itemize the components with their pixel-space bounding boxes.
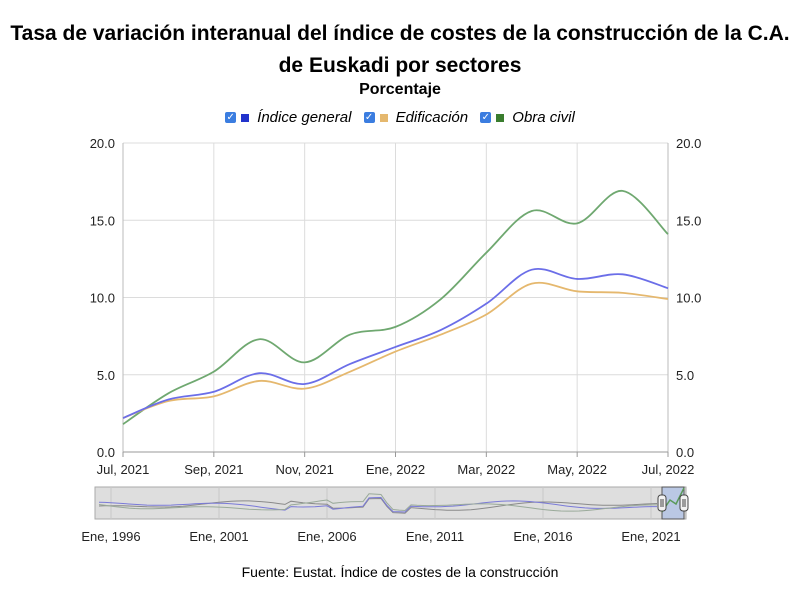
x-tick-label: May, 2022 bbox=[547, 462, 607, 477]
navigator-selection-line bbox=[661, 487, 685, 513]
legend-swatch bbox=[496, 113, 505, 122]
x-tick-label: Jul, 2022 bbox=[642, 462, 695, 477]
chart-subtitle: Porcentaje bbox=[359, 81, 441, 98]
y-tick-label-left: 10.0 bbox=[90, 291, 115, 306]
checkbox-icon[interactable]: ✓ bbox=[363, 112, 375, 123]
checkbox-icon[interactable]: ✓ bbox=[480, 112, 492, 123]
navigator-background bbox=[94, 486, 687, 520]
y-tick-label-left: 0.0 bbox=[97, 445, 115, 460]
legend: ✓ Índice general ✓ Edificación ✓ Obra ci… bbox=[0, 107, 800, 126]
navigator-series-line bbox=[98, 493, 657, 512]
navigator[interactable]: Ene, 1996 Ene, 2001 Ene, 2006 Ene, 2011 Ene,… bbox=[81, 486, 689, 544]
navigator-series-line bbox=[98, 496, 657, 513]
y-axis-right: 0.0 5.0 10.0 15.0 20.0 bbox=[676, 136, 701, 460]
x-tick-label: Nov, 2021 bbox=[276, 462, 334, 477]
y-tick-label-right: 15.0 bbox=[676, 213, 701, 228]
chart-title: Tasa de variación interanual del índice … bbox=[10, 22, 790, 77]
y-tick-label-right: 0.0 bbox=[676, 445, 694, 460]
y-tick-label-right: 5.0 bbox=[676, 368, 694, 383]
x-tick-label: Sep, 2021 bbox=[184, 462, 243, 477]
legend-swatch bbox=[241, 113, 250, 122]
navigator-handle-right[interactable] bbox=[679, 494, 689, 512]
y-tick-label-left: 5.0 bbox=[97, 368, 115, 383]
y-tick-label-left: 20.0 bbox=[90, 136, 115, 151]
legend-item-obra-civil[interactable]: ✓ Obra civil bbox=[480, 109, 575, 126]
legend-item-indice-general[interactable]: ✓ Índice general bbox=[225, 109, 351, 126]
legend-swatch bbox=[379, 113, 388, 122]
checkbox-icon[interactable]: ✓ bbox=[225, 112, 237, 123]
grid bbox=[122, 142, 669, 453]
series-lines bbox=[122, 189, 669, 425]
y-axis-left: 0.0 5.0 10.0 15.0 20.0 bbox=[90, 136, 115, 460]
navigator-tick-label: Ene, 2006 bbox=[297, 529, 356, 544]
line-chart: 0.0 5.0 10.0 15.0 20.0 0.0 5.0 10.0 15.0 20.0 Ju… bbox=[81, 136, 701, 544]
x-tick-label: Ene, 2022 bbox=[366, 462, 425, 477]
series-line-obra-civil bbox=[122, 189, 669, 425]
navigator-tick-label: Ene, 2021 bbox=[621, 529, 680, 544]
x-tick-label: Mar, 2022 bbox=[457, 462, 515, 477]
source-note: Fuente: Eustat. Índice de costes de la c… bbox=[241, 564, 559, 580]
legend-label: Edificación bbox=[395, 109, 469, 126]
legend-item-edificacion[interactable]: ✓ Edificación bbox=[363, 109, 469, 126]
legend-label: Obra civil bbox=[512, 109, 575, 126]
y-tick-label-right: 10.0 bbox=[676, 291, 701, 306]
x-axis: Jul, 2021 Sep, 2021 Nov, 2021 Ene, 2022 Mar,… bbox=[97, 452, 695, 477]
legend-label: Índice general bbox=[257, 109, 352, 126]
navigator-tick-label: Ene, 2011 bbox=[406, 529, 464, 544]
navigator-tick-label: Ene, 2016 bbox=[513, 529, 572, 544]
navigator-handle-left[interactable] bbox=[657, 494, 667, 512]
navigator-tick-label: Ene, 2001 bbox=[189, 529, 248, 544]
navigator-tick-label: Ene, 1996 bbox=[81, 529, 140, 544]
y-tick-label-right: 20.0 bbox=[676, 136, 701, 151]
x-tick-label: Jul, 2021 bbox=[97, 462, 150, 477]
navigator-series-line bbox=[98, 497, 658, 514]
y-tick-label-left: 15.0 bbox=[90, 213, 115, 228]
